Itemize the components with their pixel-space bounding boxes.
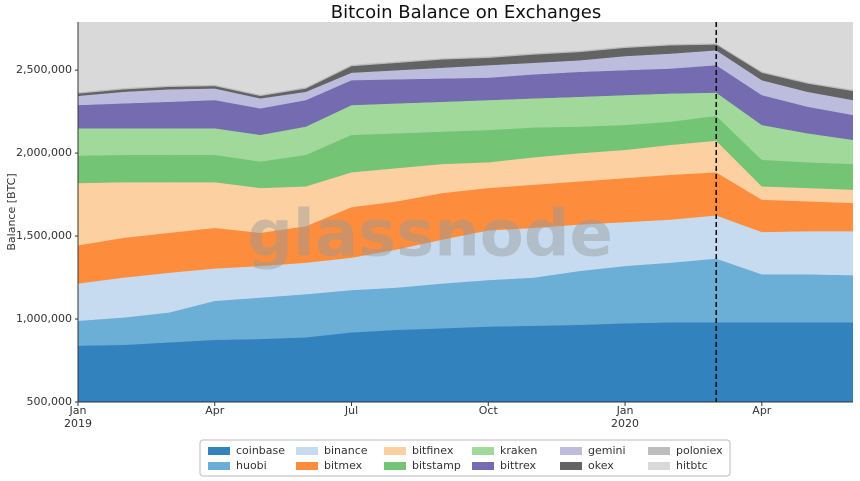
legend-label: bitstamp xyxy=(412,459,461,472)
legend-swatch xyxy=(648,462,670,470)
legend-swatch xyxy=(560,447,582,455)
chart-title: Bitcoin Balance on Exchanges xyxy=(331,2,601,23)
legend-label: coinbase xyxy=(236,444,285,457)
legend-swatch xyxy=(296,462,318,470)
watermark: glassnode xyxy=(247,198,613,272)
legend-label: bittrex xyxy=(500,459,537,472)
legend-label: bitmex xyxy=(324,459,363,472)
x-tick-year: 2020 xyxy=(611,417,639,430)
x-tick-label: Apr xyxy=(205,404,225,417)
legend-swatch xyxy=(648,447,670,455)
y-tick-label: 1,000,000 xyxy=(16,312,72,325)
legend-label: hitbtc xyxy=(676,459,708,472)
x-tick-label: Jan xyxy=(616,404,634,417)
x-tick-label: Jul xyxy=(344,404,358,417)
y-tick-label: 1,500,000 xyxy=(16,229,72,242)
legend-label: kraken xyxy=(500,444,537,457)
legend-swatch xyxy=(208,447,230,455)
y-tick-label: 2,500,000 xyxy=(16,63,72,76)
legend-swatch xyxy=(472,447,494,455)
x-tick-label: Apr xyxy=(752,404,772,417)
legend-label: binance xyxy=(324,444,368,457)
legend-swatch xyxy=(208,462,230,470)
legend-label: bitfinex xyxy=(412,444,454,457)
legend-box xyxy=(199,439,731,477)
legend-label: okex xyxy=(588,459,614,472)
legend-swatch xyxy=(384,447,406,455)
y-axis-label: Balance [BTC] xyxy=(5,173,18,250)
y-tick-label: 2,000,000 xyxy=(16,146,72,159)
legend-label: gemini xyxy=(588,444,626,457)
legend: coinbase huobi binance bitmex bitfinex bitsta… xyxy=(199,439,731,477)
area xyxy=(78,22,853,95)
legend-swatch xyxy=(296,447,318,455)
legend-label: poloniex xyxy=(676,444,723,457)
legend-swatch xyxy=(384,462,406,470)
x-tick-label: Jan xyxy=(69,404,87,417)
legend-swatch xyxy=(472,462,494,470)
legend-label: huobi xyxy=(236,459,267,472)
x-tick-year: 2019 xyxy=(64,417,92,430)
y-tick-label: 500,000 xyxy=(27,395,73,408)
x-tick-label: Oct xyxy=(479,404,499,417)
legend-swatch xyxy=(560,462,582,470)
areas xyxy=(78,22,853,402)
